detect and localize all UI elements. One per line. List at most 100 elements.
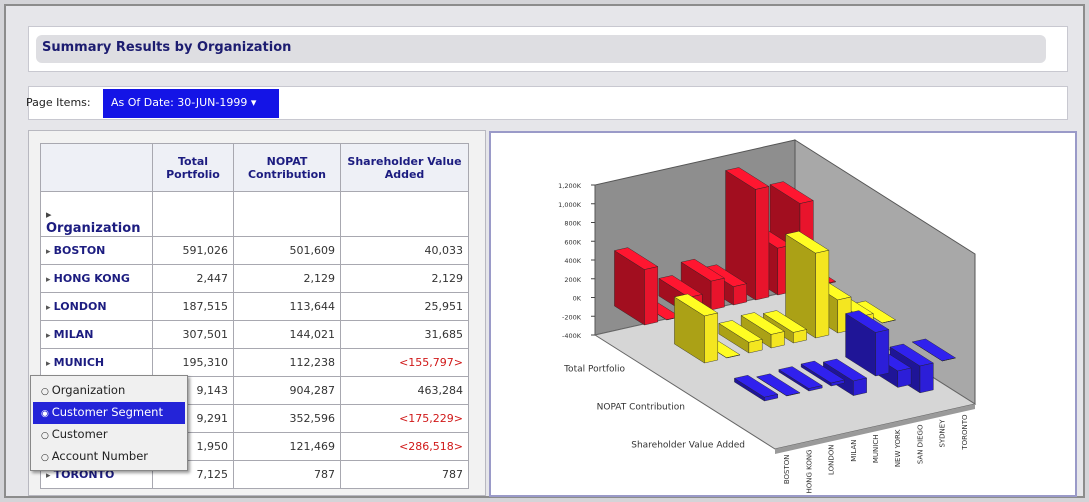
cell: 2,129 [340, 264, 469, 293]
bar-front [942, 357, 956, 362]
cell: <155,797> [340, 348, 469, 377]
column-header: NOPAT Contribution [233, 143, 341, 192]
floor-edge [775, 404, 975, 454]
category-label: NEW YORK [894, 429, 902, 467]
cell: 2,447 [152, 264, 234, 293]
bar [800, 360, 845, 387]
row-label[interactable]: BOSTON [40, 236, 153, 265]
category-label: SYDNEY [939, 419, 947, 448]
series-label: Shareholder Value Added [631, 441, 745, 451]
y-tick-label: -400K [562, 332, 582, 340]
cell: 463,284 [340, 376, 469, 405]
results-table: Total Portfolio NOPAT Contribution Shareho… [40, 143, 469, 489]
cell: 195,310 [152, 348, 234, 377]
column-header: Shareholder Value Added [340, 143, 469, 192]
cell: 787 [340, 460, 469, 489]
category-label: MILAN [850, 440, 858, 462]
y-tick-label: 800K [564, 220, 581, 228]
bar-front [710, 277, 725, 311]
y-tick-label: 1,000K [558, 201, 582, 209]
row-header[interactable]: Organization [40, 191, 153, 237]
page-items-label: Page Items: [26, 96, 91, 109]
cell: 352,596 [233, 404, 341, 433]
cell: 307,501 [152, 320, 234, 349]
y-tick-label: 1,200K [558, 182, 582, 190]
cell: <175,229> [340, 404, 469, 433]
category-label: HONG KONG [805, 450, 813, 494]
dimension-popup: OrganizationCustomer SegmentCustomerAcco… [30, 375, 188, 471]
bar-front [748, 339, 763, 354]
cell: 501,609 [233, 236, 341, 265]
chart-panel: 1,200K 1,000K 800K 600K 400K 200K 0K -200K -400K… [489, 131, 1077, 497]
cell: 25,951 [340, 292, 469, 321]
cell: 144,021 [233, 320, 341, 349]
row-label[interactable]: MILAN [40, 320, 153, 349]
cell: 112,238 [233, 348, 341, 377]
bar-front [808, 385, 823, 392]
corner-cell [40, 143, 153, 192]
page-title: Summary Results by Organization [42, 40, 292, 55]
cell [152, 191, 234, 237]
bar-front [882, 319, 896, 324]
y-tick-label: -200K [562, 313, 582, 321]
cell: 31,685 [340, 320, 469, 349]
cell: 121,469 [233, 432, 341, 461]
bar [845, 310, 890, 377]
cell: 40,033 [340, 236, 469, 265]
header-row: Total Portfolio NOPAT Contribution Shareho… [40, 143, 469, 192]
bar-front [793, 329, 807, 344]
bar-front [853, 377, 867, 396]
bar [733, 375, 779, 402]
row-header-row: Organization [40, 191, 469, 237]
bar-front [770, 331, 785, 349]
bar [718, 320, 763, 354]
category-label: BOSTON [783, 455, 791, 485]
bar-front [644, 266, 658, 326]
y-tick-label: 400K [564, 257, 581, 265]
category-label: TORONTO [961, 414, 969, 451]
bar-front [726, 354, 741, 359]
y-tick-label: 200K [564, 276, 581, 284]
row-label[interactable]: MUNICH [40, 348, 153, 377]
bar [680, 258, 725, 311]
row-label[interactable]: LONDON [40, 292, 153, 321]
y-tick-label: 0K [573, 295, 582, 303]
date-selector[interactable]: As Of Date: 30-JUN-1999 [103, 89, 279, 118]
bar-front [919, 362, 934, 394]
category-label: SAN DIEGO [916, 424, 924, 464]
bar [740, 312, 785, 349]
bar-front [830, 379, 845, 387]
bar [756, 373, 801, 397]
chart: 1,200K 1,000K 800K 600K 400K 200K 0K -200K -400K… [558, 139, 977, 494]
bar-front [755, 186, 770, 301]
popup-option[interactable]: Organization [33, 380, 185, 402]
popup-option[interactable]: Customer [33, 424, 185, 446]
bar [613, 247, 659, 326]
cell [233, 191, 341, 237]
cell: <286,518> [340, 432, 469, 461]
row-label[interactable]: HONG KONG [40, 264, 153, 293]
popup-option[interactable]: Account Number [33, 446, 185, 468]
series-label: Total Portfolio [563, 365, 625, 375]
cell: 187,515 [152, 292, 234, 321]
bar [911, 338, 957, 362]
cell: 591,026 [152, 236, 234, 265]
cell: 904,287 [233, 376, 341, 405]
bar [725, 167, 770, 301]
bar [673, 293, 719, 364]
y-tick-label: 600K [564, 238, 581, 246]
category-label: MUNICH [872, 435, 880, 464]
cell: 2,129 [233, 264, 341, 293]
bar-front [815, 249, 830, 339]
bar-front [786, 392, 801, 397]
popup-option[interactable]: Customer Segment [33, 402, 185, 424]
bar [778, 366, 823, 392]
bar-front [704, 312, 718, 364]
bar-front [875, 329, 890, 377]
